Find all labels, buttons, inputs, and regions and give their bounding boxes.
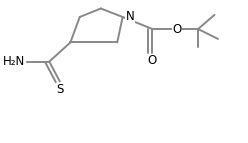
Text: O: O: [172, 22, 182, 35]
Text: S: S: [56, 83, 63, 96]
Text: H₂N: H₂N: [3, 55, 25, 68]
Text: O: O: [148, 54, 157, 67]
Text: N: N: [125, 10, 134, 23]
